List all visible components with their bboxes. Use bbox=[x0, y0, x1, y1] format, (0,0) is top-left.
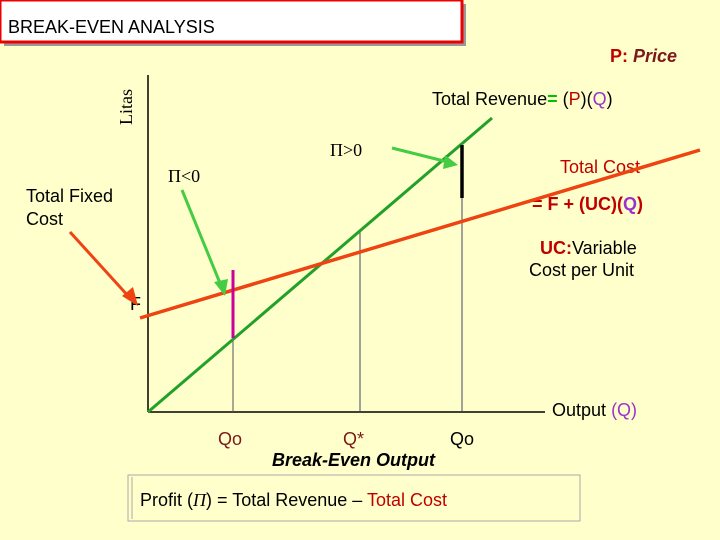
profit-positive: Π>0 bbox=[330, 140, 362, 160]
arrow-head bbox=[214, 279, 228, 296]
pf-lead: Profit ( bbox=[140, 490, 193, 510]
tc-formula-text: = F + (UC)( bbox=[532, 194, 623, 214]
title-box bbox=[0, 0, 464, 44]
tr-name: Total Revenue bbox=[432, 89, 547, 109]
price-symbol: P: bbox=[610, 46, 628, 66]
pf-pi: Π bbox=[192, 490, 207, 510]
x-axis-q: (Q) bbox=[611, 400, 637, 420]
price-label: Price bbox=[633, 46, 677, 66]
y-axis-label: Litas bbox=[116, 89, 136, 125]
uc-text: Variable bbox=[572, 238, 637, 258]
arrow bbox=[68, 230, 132, 300]
q-low: Qo bbox=[218, 429, 242, 449]
tr-p: P bbox=[569, 89, 581, 109]
profit-box bbox=[127, 474, 581, 522]
tfc-line2: Cost bbox=[26, 209, 63, 229]
tc-close: ) bbox=[637, 194, 643, 214]
tfc-line1: Total Fixed bbox=[26, 186, 113, 206]
arrow bbox=[180, 189, 224, 289]
pf-mid: ) = Total Revenue – bbox=[206, 490, 367, 510]
tc-q: Q bbox=[623, 194, 637, 214]
x-axis-name: Output bbox=[552, 400, 606, 420]
arrow-head bbox=[443, 155, 458, 169]
uc-line1: UC:Variable bbox=[540, 238, 637, 258]
arrow bbox=[391, 146, 449, 164]
tr-mid: )( bbox=[581, 89, 593, 109]
pf-cost: Total Cost bbox=[367, 490, 447, 510]
break-even-label: Break-Even Output bbox=[272, 450, 436, 470]
uc-line2: Cost per Unit bbox=[529, 260, 634, 280]
profit-formula: Profit (Π) = Total Revenue – Total Cost bbox=[140, 490, 447, 510]
tc-formula: = F + (UC)(Q) bbox=[532, 194, 643, 214]
total-revenue: Total Revenue= (P)(Q) bbox=[432, 89, 613, 109]
x-axis-label: Output (Q) bbox=[552, 400, 637, 420]
q-star: Q* bbox=[343, 429, 364, 449]
q-high: Qo bbox=[450, 429, 474, 449]
tr-open: ( bbox=[563, 89, 569, 109]
total-cost: Total Cost bbox=[560, 157, 640, 177]
tr-close: ) bbox=[607, 89, 613, 109]
tr-q: Q bbox=[593, 89, 607, 109]
tr-equals: = bbox=[547, 89, 558, 109]
title: BREAK-EVEN ANALYSIS bbox=[8, 17, 215, 37]
profit-negative: Π<0 bbox=[168, 166, 200, 186]
price-note: P: Price bbox=[610, 46, 677, 66]
arrow-head bbox=[122, 287, 138, 306]
